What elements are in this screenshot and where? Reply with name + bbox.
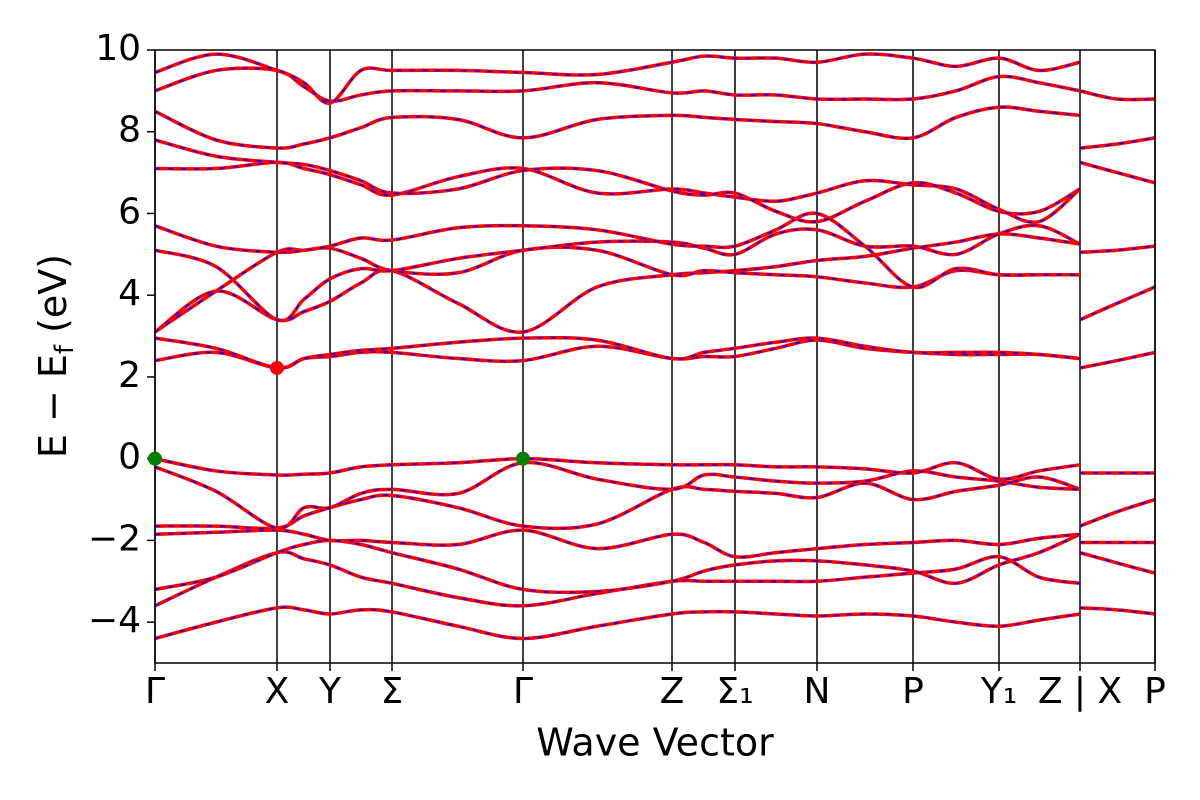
band-line-dashed [155, 606, 1155, 640]
band-line [155, 456, 1155, 481]
x-tick-label: Γ [513, 671, 533, 712]
x-tick-label: P [902, 671, 924, 712]
band-line-dashed [155, 53, 1081, 104]
y-label-sub: f [50, 344, 80, 354]
y-tick-label: 4 [118, 273, 141, 314]
band-edge-marker [148, 451, 162, 466]
x-tick-label: Σ [381, 671, 404, 712]
y-axis-label: E − Ef (eV) [31, 254, 80, 458]
band-line-dashed [155, 533, 1155, 594]
axes: −4 −2 0 2 4 6 8 10 Γ X Y Σ Γ Z Σ₁ N P Y₁ Z | X P [88, 28, 1166, 712]
band-line-dashed [155, 457, 1155, 481]
y-tick-label: −2 [88, 518, 141, 559]
y-label-unit: (eV) [31, 254, 75, 333]
y-tick-label: 0 [118, 437, 141, 478]
band-line [155, 605, 1155, 641]
x-tick-label: Y [318, 671, 342, 712]
x-tick-label: P [1144, 671, 1166, 712]
band-edge-marker [516, 451, 530, 466]
x-tick-label: Z | X [1038, 671, 1122, 712]
band-line-dashed [155, 212, 1080, 289]
band-line-dashed [155, 476, 1155, 530]
y-label-main: E − E [31, 354, 75, 458]
band-line-dashed [155, 67, 1155, 103]
band-edge-marker [270, 360, 284, 375]
y-tick-label: 2 [118, 355, 141, 396]
x-tick-label: N [804, 671, 831, 712]
y-tick-label: 6 [118, 191, 141, 232]
y-tick-label: 10 [95, 28, 141, 69]
band-line-dashed [155, 551, 1081, 607]
y-tick-label: −4 [88, 600, 141, 641]
x-tick-label: X [265, 671, 290, 712]
band-line [155, 136, 1155, 224]
y-tick-label: 8 [118, 110, 141, 151]
band-line-dashed [155, 529, 1155, 558]
band-line [155, 105, 1081, 150]
band-line [155, 211, 1080, 290]
plot-area [155, 52, 1155, 641]
band-line-dashed [155, 224, 1081, 322]
x-tick-label: Z [660, 671, 685, 712]
axes-frame [154, 49, 1156, 664]
band-line [155, 460, 1081, 530]
band-line-dashed [155, 233, 1155, 333]
x-tick-label: Y₁ [980, 671, 1017, 712]
x-tick-label: Σ₁ [716, 671, 753, 712]
band-line-dashed [155, 286, 1155, 369]
x-tick-label: Γ [145, 671, 165, 712]
band-line [155, 550, 1081, 608]
band-line-dashed [155, 137, 1155, 223]
band-line [155, 223, 1081, 323]
x-axis-label: Wave Vector [536, 721, 774, 765]
band-line-dashed [155, 106, 1081, 149]
